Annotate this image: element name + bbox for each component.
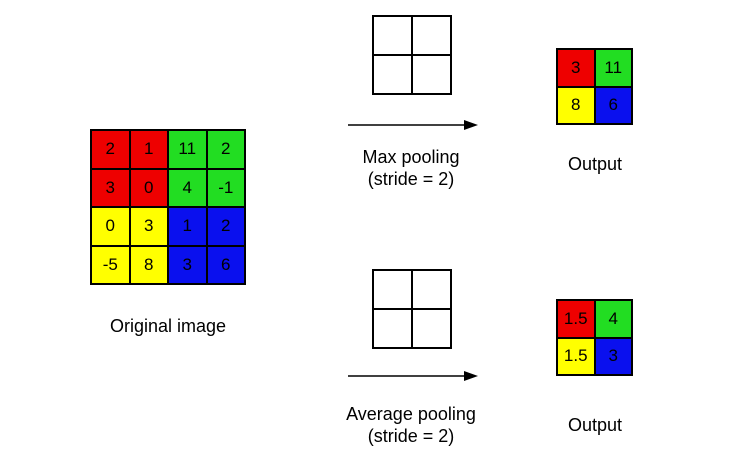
original-cell-r0-c2: 11 [168,130,207,169]
kernel-cell [373,270,412,309]
kernel-cell [373,309,412,348]
avg-output-cell-r1-c1: 3 [594,337,632,375]
max-output-cell-r0-c1: 11 [594,49,632,87]
original-cell-r3-c0: -5 [91,245,130,284]
max-output-cell-r0-c0: 3 [557,49,595,87]
avg-pool-output-label: Output [567,415,623,435]
avg-pool-output-grid: 1.5 4 1.5 3 [556,299,633,376]
kernel-cell [412,270,451,309]
max-pool-arrow [348,120,478,130]
max-pool-kernel [372,15,452,95]
original-cell-r1-c3: -1 [206,168,245,207]
original-cell-r2-c2: 1 [168,207,207,246]
kernel-cell [373,16,412,55]
original-cell-r0-c3: 2 [206,130,245,169]
original-cell-r1-c2: 4 [168,168,207,207]
kernel-cell [412,16,451,55]
avg-pool-kernel [372,269,452,349]
original-cell-r1-c0: 3 [91,168,130,207]
avg-output-cell-r0-c1: 4 [594,300,632,338]
avg-pool-stride: (stride = 2) [367,426,455,446]
avg-output-cell-r0-c0: 1.5 [557,300,595,338]
original-cell-r1-c1: 0 [129,168,168,207]
original-image-label: Original image [109,316,227,336]
kernel-cell [412,55,451,94]
max-output-cell-r1-c0: 8 [557,86,595,124]
original-cell-r0-c1: 1 [129,130,168,169]
original-cell-r0-c0: 2 [91,130,130,169]
avg-pool-label: Average pooling (stride = 2) [325,403,497,447]
kernel-cell [412,309,451,348]
original-cell-r2-c0: 0 [91,207,130,246]
max-pool-output-label: Output [567,154,623,174]
avg-output-cell-r1-c0: 1.5 [557,337,595,375]
max-pool-label: Max pooling (stride = 2) [340,146,482,190]
original-cell-r2-c3: 2 [206,207,245,246]
original-image-grid: 2 1 11 2 3 0 4 -1 0 3 1 2 -5 8 3 6 [90,129,246,285]
avg-pool-arrow [348,371,478,381]
max-pool-title: Max pooling [362,147,460,167]
max-pool-output-grid: 3 11 8 6 [556,48,633,125]
original-cell-r3-c2: 3 [168,245,207,284]
kernel-cell [373,55,412,94]
max-output-cell-r1-c1: 6 [594,86,632,124]
original-cell-r2-c1: 3 [129,207,168,246]
max-pool-stride: (stride = 2) [367,169,455,189]
avg-pool-title: Average pooling [346,404,476,424]
original-cell-r3-c3: 6 [206,245,245,284]
original-cell-r3-c1: 8 [129,245,168,284]
